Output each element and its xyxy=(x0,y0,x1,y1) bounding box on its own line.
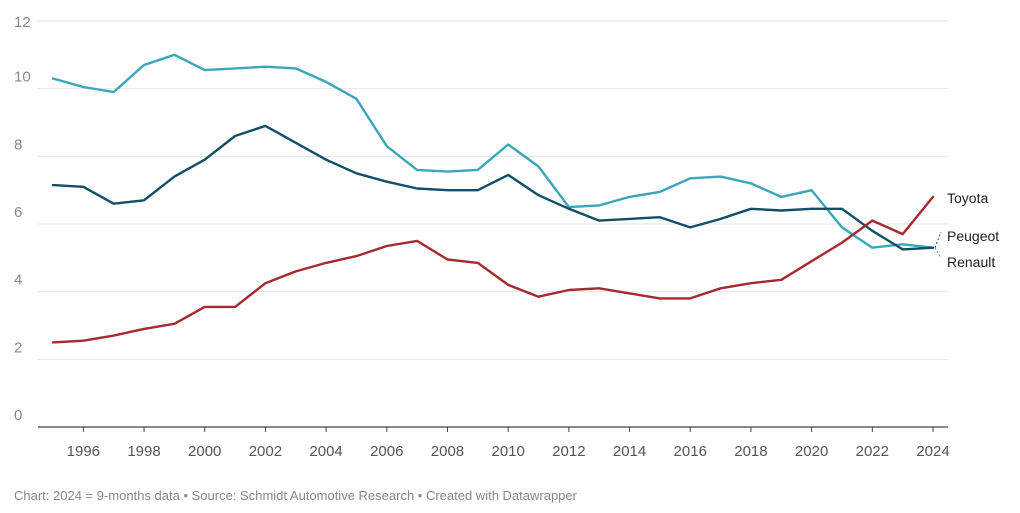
x-tick-label: 2024 xyxy=(916,443,949,460)
y-tick-label: 0 xyxy=(14,407,22,424)
series-labels: Toyota Peugeot Renault xyxy=(934,190,999,270)
series-lines xyxy=(51,53,935,344)
x-tick-label: 1998 xyxy=(127,443,160,460)
label-leader-renault xyxy=(934,247,942,259)
x-axis: 1996 1998 2000 2002 2004 2006 2008 2010 2012 2014… xyxy=(67,427,950,460)
x-tick-label: 2002 xyxy=(249,443,282,460)
x-tick-label: 2006 xyxy=(370,443,403,460)
y-tick-label: 8 xyxy=(14,136,22,153)
line-chart: 0 2 4 6 8 10 12 1996 1998 2000 2002 2004 2006 2008 20… xyxy=(14,14,999,460)
series-label-peugeot: Peugeot xyxy=(947,228,999,244)
series-label-renault: Renault xyxy=(947,254,995,270)
y-tick-label: 10 xyxy=(14,69,31,86)
y-tick-label: 12 xyxy=(14,14,31,31)
x-tick-label: 2022 xyxy=(856,443,889,460)
y-tick-label: 4 xyxy=(14,272,22,289)
series-line-toyota xyxy=(51,195,935,344)
y-tick-label: 2 xyxy=(14,339,22,356)
y-axis: 0 2 4 6 8 10 12 xyxy=(14,14,31,424)
series-line-peugeot xyxy=(51,124,935,251)
series-label-toyota: Toyota xyxy=(947,190,988,206)
x-tick-label: 2000 xyxy=(188,443,221,460)
y-tick-label: 6 xyxy=(14,204,22,221)
x-tick-label: 2012 xyxy=(552,443,585,460)
series-line-renault xyxy=(51,53,935,249)
x-tick-label: 1996 xyxy=(67,443,100,460)
x-tick-label: 2020 xyxy=(795,443,828,460)
x-tick-label: 2008 xyxy=(431,443,464,460)
label-leader-peugeot xyxy=(934,231,942,248)
chart-footer: Chart: 2024 = 9-months data • Source: Sc… xyxy=(14,488,577,503)
grid-lines xyxy=(38,20,948,428)
x-tick-label: 2004 xyxy=(309,443,342,460)
x-tick-label: 2014 xyxy=(613,443,646,460)
x-tick-label: 2016 xyxy=(674,443,707,460)
x-tick-label: 2018 xyxy=(734,443,767,460)
x-tick-label: 2010 xyxy=(491,443,524,460)
